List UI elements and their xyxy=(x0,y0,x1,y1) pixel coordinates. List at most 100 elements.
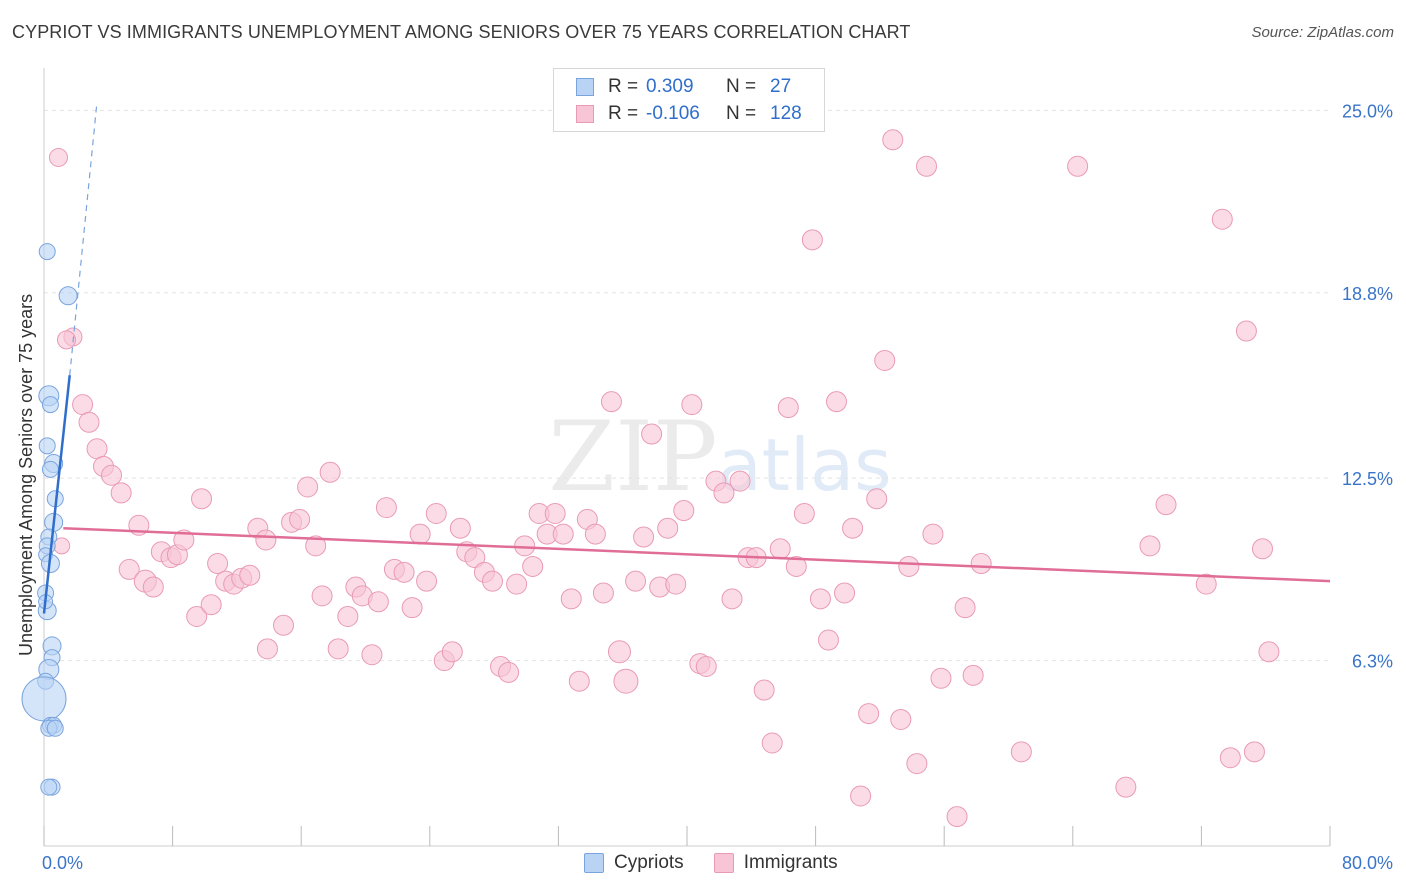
immigrants-point xyxy=(633,526,655,548)
legend-item-cypriots[interactable]: Cypriots xyxy=(584,852,684,874)
x-tick-label-min: 0.0% xyxy=(42,853,83,873)
immigrants-point xyxy=(1251,538,1273,560)
immigrants-point xyxy=(337,605,359,627)
y-tick-label: 6.3% xyxy=(1352,652,1393,672)
cypriots-point xyxy=(21,676,67,722)
cypriots-point xyxy=(46,719,64,737)
immigrants-point xyxy=(506,573,528,595)
immigrants-point xyxy=(825,391,847,413)
immigrants-trendline xyxy=(63,526,1331,583)
immigrants-point xyxy=(930,667,952,689)
immigrants-point xyxy=(498,661,520,683)
immigrants-point xyxy=(946,806,968,828)
immigrants-point xyxy=(809,588,831,610)
y-axis-label: Unemployment Among Seniors over 75 years xyxy=(16,293,36,656)
immigrants-point xyxy=(898,555,920,577)
y-tick-label: 18.8% xyxy=(1342,284,1393,304)
immigrants-point xyxy=(721,588,743,610)
immigrants-legend-swatch xyxy=(713,853,734,873)
immigrants-point xyxy=(319,461,341,483)
immigrants-point xyxy=(1010,741,1032,763)
immigrants-point xyxy=(142,576,164,598)
immigrants-point xyxy=(416,570,438,592)
immigrants-point xyxy=(916,155,938,177)
cypriots-point xyxy=(41,460,59,478)
immigrants-swatch xyxy=(576,105,594,123)
immigrants-point xyxy=(600,391,622,413)
cypriots-point xyxy=(38,243,56,261)
immigrants-point xyxy=(191,488,213,510)
immigrants-point xyxy=(361,644,383,666)
immigrants-point xyxy=(568,670,590,692)
immigrants-point xyxy=(1195,573,1217,595)
immigrants-point xyxy=(118,558,140,580)
series-legend: Cypriots Immigrants xyxy=(584,852,868,874)
legend-row-cypriots: R = 0.309 N = 27 xyxy=(576,74,791,100)
immigrants-point xyxy=(1115,776,1137,798)
cypriots-n-label: N = xyxy=(726,76,757,97)
immigrants-point xyxy=(890,708,912,730)
immigrants-point xyxy=(777,397,799,419)
immigrants-point xyxy=(1067,155,1089,177)
immigrants-point xyxy=(256,638,278,660)
cypriots-point xyxy=(58,286,78,306)
immigrants-point xyxy=(882,129,904,151)
immigrants-point xyxy=(255,529,277,551)
immigrants-point xyxy=(207,553,229,575)
immigrants-point xyxy=(592,582,614,604)
immigrants-point xyxy=(48,147,68,167)
immigrants-point xyxy=(713,482,735,504)
correlation-legend: R = 0.309 N = 27 R = -0.106 N = 128 xyxy=(553,68,825,132)
immigrants-point xyxy=(922,523,944,545)
immigrants-point xyxy=(409,523,431,545)
immigrants-point xyxy=(613,668,639,694)
immigrants-point xyxy=(657,517,679,539)
immigrants-point xyxy=(1155,494,1177,516)
immigrants-point xyxy=(769,538,791,560)
immigrants-point xyxy=(481,570,503,592)
immigrants-point xyxy=(239,564,261,586)
immigrants-point xyxy=(401,597,423,619)
immigrants-point xyxy=(842,517,864,539)
immigrants-point xyxy=(584,523,606,545)
immigrants-point xyxy=(522,555,544,577)
immigrants-point xyxy=(834,582,856,604)
cypriots-trendline-extension xyxy=(69,101,98,376)
immigrants-point xyxy=(962,664,984,686)
immigrants-point xyxy=(289,508,311,530)
legend-item-immigrants[interactable]: Immigrants xyxy=(713,852,838,874)
immigrants-point xyxy=(464,547,486,569)
immigrants-n-value: 128 xyxy=(770,103,802,124)
immigrants-r-label: R = xyxy=(608,103,639,124)
immigrants-point xyxy=(78,411,100,433)
chart-title: CYPRIOT VS IMMIGRANTS UNEMPLOYMENT AMONG… xyxy=(12,22,911,42)
immigrants-point xyxy=(906,753,928,775)
immigrants-point xyxy=(866,488,888,510)
y-tick-label: 12.5% xyxy=(1342,469,1393,489)
immigrants-point xyxy=(552,523,574,545)
cypriots-r-value: 0.309 xyxy=(646,76,694,97)
immigrants-point xyxy=(1235,320,1257,342)
immigrants-point xyxy=(514,535,536,557)
immigrants-point xyxy=(375,497,397,519)
immigrants-point xyxy=(954,597,976,619)
immigrants-point xyxy=(729,470,751,492)
cypriots-point xyxy=(40,778,58,796)
immigrants-point xyxy=(785,555,807,577)
immigrants-point xyxy=(1243,741,1265,763)
immigrants-point xyxy=(273,614,295,636)
immigrants-point xyxy=(801,229,823,251)
immigrants-point xyxy=(86,438,108,460)
immigrants-point xyxy=(673,500,695,522)
immigrants-point xyxy=(665,573,687,595)
immigrants-point xyxy=(874,349,896,371)
immigrants-point xyxy=(200,594,222,616)
immigrants-point xyxy=(970,553,992,575)
immigrants-point xyxy=(1139,535,1161,557)
watermark: ZIPatlas xyxy=(548,401,891,513)
immigrants-point xyxy=(110,482,132,504)
cypriots-legend-label: Cypriots xyxy=(614,852,684,873)
immigrants-legend-label: Immigrants xyxy=(743,852,838,873)
immigrants-point xyxy=(101,464,123,486)
immigrants-n-label: N = xyxy=(726,103,757,124)
